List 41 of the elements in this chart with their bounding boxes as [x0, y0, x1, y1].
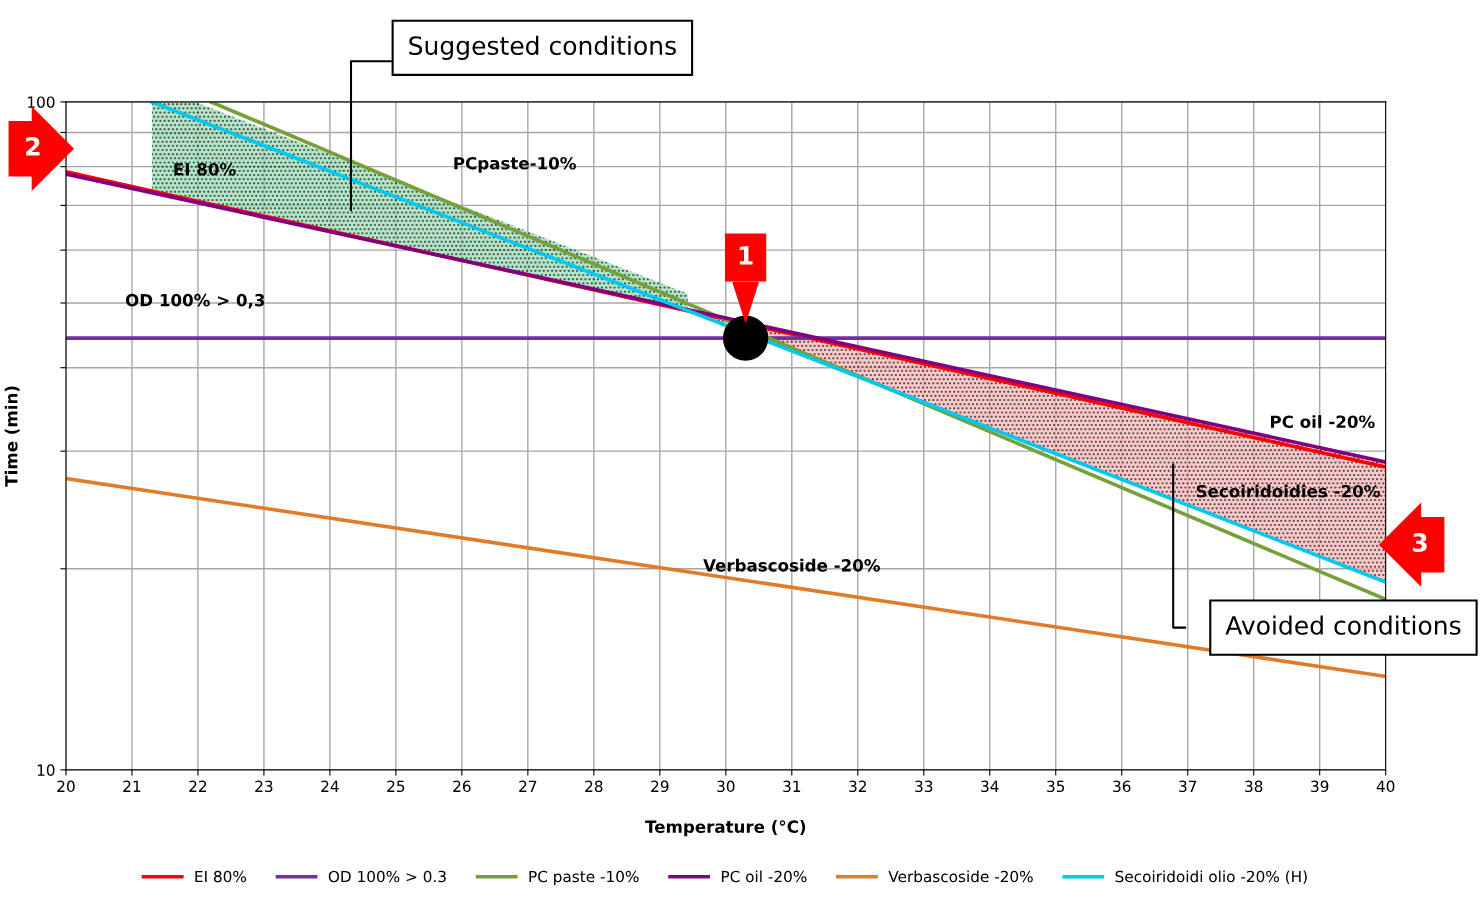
x-tick-label: 35 — [1047, 780, 1065, 793]
text: Suggested conditions — [409, 35, 676, 60]
x-tick-label: 30 — [717, 780, 735, 793]
x-tick-label: 28 — [585, 780, 603, 793]
x-tick-label: 31 — [783, 780, 801, 793]
x-tick-label: 24 — [321, 780, 339, 792]
x-tick-label: 33 — [915, 780, 933, 793]
x-tick-label: 23 — [255, 780, 273, 793]
y-tick-label: 10 — [37, 764, 55, 776]
x-tick-label: 37 — [1179, 780, 1197, 793]
annotation: Avoided conditions — [1225, 615, 1461, 635]
x-tick-label: 20 — [57, 780, 75, 793]
y-axis-title: Time (min) — [4, 386, 20, 487]
text: 3 — [1412, 533, 1427, 553]
legend-label: EI 80% — [195, 870, 247, 883]
legend-label: PC paste -10% — [529, 870, 639, 886]
x-tick-label: 34 — [981, 780, 999, 793]
annotation: 1 — [739, 246, 753, 265]
legend-label: Secoiridoidi olio -20% (H) — [1115, 870, 1307, 885]
x-tick-label: 22 — [189, 780, 207, 792]
x-tick-label: 38 — [1245, 780, 1263, 793]
annotation: Verbascoside -20% — [703, 558, 880, 572]
legend-label: OD 100% > 0.3 — [328, 870, 446, 883]
x-tick-label: 36 — [1113, 780, 1131, 793]
x-tick-label: 29 — [651, 780, 669, 793]
legend-label: Verbascoside -20% — [888, 870, 1033, 883]
annotation: PC oil -20% — [1270, 415, 1375, 429]
x-tick-label: 32 — [849, 780, 866, 793]
annotation: OD 100% > 0,3 — [125, 293, 265, 309]
x-tick-label: 21 — [123, 780, 141, 792]
x-tick-label: 39 — [1311, 780, 1329, 793]
x-tick-label: 40 — [1376, 780, 1395, 793]
annotation: Secoiridoidies -20% — [1196, 484, 1380, 498]
x-tick-label: 27 — [519, 780, 537, 792]
legend-label: PC oil -20% — [721, 870, 807, 883]
x-tick-label: 25 — [387, 780, 405, 793]
x-axis-title: Temperature (°C) — [645, 820, 806, 837]
x-tick-label: 26 — [453, 780, 471, 793]
y-tick-label: 100 — [28, 96, 55, 108]
text: 2 — [26, 137, 40, 156]
annotation: PCpaste-10% — [454, 156, 576, 173]
